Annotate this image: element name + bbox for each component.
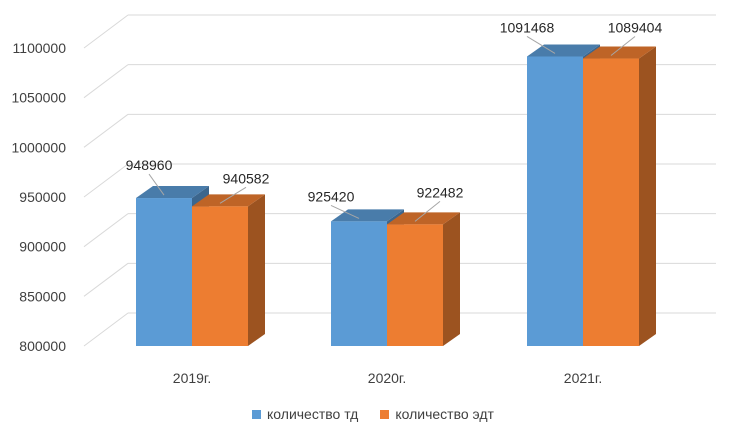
- legend: количество тд количество эдт: [0, 406, 746, 422]
- data-label-leader: [610, 36, 636, 56]
- gridline-diag: [83, 312, 129, 347]
- y-tick-label: 850000: [19, 288, 66, 304]
- legend-swatch-series-2: [380, 409, 390, 419]
- bar-side: [248, 194, 265, 346]
- bar-top: [387, 212, 460, 225]
- x-tick-label: 2020г.: [368, 370, 406, 386]
- x-tick-label: 2021г.: [564, 370, 602, 386]
- x-axis: 2019г. 2020г. 2021г.: [173, 370, 602, 386]
- data-label-leader: [330, 204, 360, 219]
- data-label-leader: [526, 36, 556, 54]
- y-tick-label: 950000: [19, 189, 66, 205]
- gridline-diag: [83, 213, 129, 248]
- y-tick-label: 1000000: [11, 139, 66, 155]
- data-label: 922482: [417, 184, 464, 200]
- y-axis: 800000 850000 900000 950000 1000000 1050000 11…: [11, 40, 66, 354]
- bar-side: [443, 212, 460, 346]
- bar-top: [331, 209, 404, 222]
- gridline-diag: [83, 262, 129, 297]
- y-tick-label: 800000: [19, 338, 66, 354]
- bar: [583, 58, 639, 346]
- bar-top: [583, 46, 656, 59]
- legend-label-series-2: количество эдт: [395, 406, 494, 422]
- data-label-leader: [219, 186, 247, 204]
- legend-label-series-1: количество тд: [267, 406, 359, 422]
- bar-top: [192, 194, 265, 207]
- x-tick-label: 2019г.: [173, 370, 211, 386]
- data-label: 1089404: [608, 20, 663, 36]
- data-label: 925420: [308, 188, 355, 204]
- bar: [527, 56, 583, 346]
- data-label-leader: [414, 200, 441, 222]
- data-labels: 948960 940582 925420 922482 1091468 1089404: [126, 19, 663, 222]
- bar: [331, 221, 387, 346]
- y-tick-label: 900000: [19, 239, 66, 255]
- gridline-diag: [83, 14, 129, 49]
- legend-swatch-series-1: [252, 409, 262, 419]
- bar: [192, 206, 248, 346]
- y-tick-label: 1100000: [13, 40, 67, 56]
- gridline-diag: [83, 113, 129, 148]
- gridline-diag: [83, 163, 129, 198]
- gridline-diag: [83, 64, 129, 99]
- y-tick-label: 1050000: [11, 90, 66, 106]
- bar-top: [136, 186, 209, 199]
- bar: [136, 198, 192, 346]
- data-label: 940582: [223, 170, 270, 186]
- bar-side: [639, 46, 656, 346]
- data-label: 948960: [126, 157, 173, 173]
- bars: [136, 44, 656, 346]
- legend-item-series-1: количество тд: [252, 406, 358, 422]
- data-label: 1091468: [500, 19, 555, 35]
- chart: 800000 850000 900000 950000 1000000 1050000 11…: [11, 14, 716, 386]
- legend-item-series-2: количество эдт: [380, 406, 494, 422]
- data-label-leader: [148, 173, 165, 196]
- bar: [387, 224, 443, 346]
